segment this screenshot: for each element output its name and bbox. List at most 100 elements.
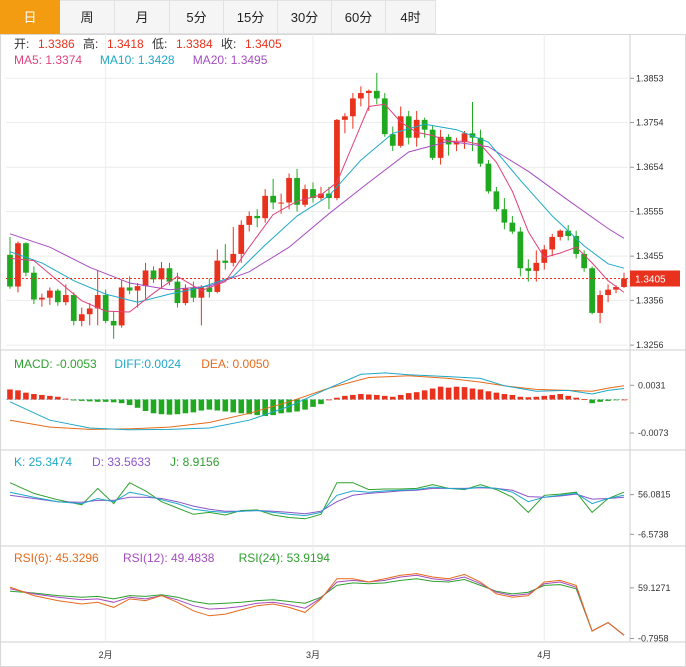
candle	[373, 72, 380, 105]
candle-body	[310, 189, 316, 199]
candle	[525, 259, 532, 282]
candle	[621, 272, 627, 288]
candle	[230, 227, 237, 267]
candle	[222, 244, 229, 270]
kdj-tick-label: 56.0815	[638, 490, 671, 500]
candle	[334, 118, 340, 201]
macd-bar	[342, 395, 348, 400]
tab-4[interactable]: 5分	[170, 0, 224, 34]
candle-body	[461, 133, 468, 143]
candle	[70, 292, 77, 326]
candle-body	[549, 236, 556, 250]
macd-bar	[302, 399, 308, 410]
candle-body	[246, 215, 253, 225]
candle-body	[15, 243, 21, 287]
candle	[302, 184, 308, 207]
kdj-legend-item: D: 33.5633	[92, 455, 151, 469]
candle	[485, 160, 492, 194]
macd-bar	[118, 399, 125, 404]
price-tick-label: 1.3754	[636, 118, 664, 128]
candle-body	[453, 142, 460, 145]
tab-2[interactable]: 周	[60, 0, 115, 34]
rsi12-line	[9, 574, 625, 636]
candle-body	[477, 137, 484, 164]
macd-bar	[445, 387, 452, 400]
ma5-line	[9, 103, 625, 313]
candle	[581, 250, 588, 272]
candle	[254, 209, 261, 228]
candle-body	[23, 243, 29, 273]
tab-1[interactable]: 日	[0, 0, 60, 34]
candle-body	[158, 268, 165, 280]
candle	[270, 178, 277, 210]
macd-bar	[7, 389, 13, 400]
candle-body	[262, 195, 269, 219]
price-tick-label: 1.3555	[636, 206, 664, 216]
candle	[102, 289, 109, 324]
candle-body	[557, 230, 564, 237]
ma20-line	[9, 140, 625, 291]
period-tabs: 日周月 5分 15分 30分 60分 4时	[0, 0, 686, 36]
macd-bar	[621, 399, 627, 401]
macd-bar	[366, 394, 372, 400]
candle	[445, 134, 452, 156]
candle-body	[78, 314, 85, 321]
macd-legend-item: DEA: 0.0050	[201, 357, 269, 371]
candle-body	[517, 231, 524, 269]
rsi-tick-label: 59.1271	[638, 583, 671, 593]
macd-bar	[613, 399, 619, 401]
macd-bar	[413, 392, 420, 400]
macd-bar	[55, 396, 61, 400]
macd-bar	[573, 397, 579, 400]
candle	[493, 186, 500, 212]
candle	[150, 266, 157, 283]
macd-bar	[549, 394, 556, 400]
candle	[413, 110, 420, 147]
macd-bar	[126, 399, 133, 406]
candle-body	[294, 177, 300, 205]
macd-bar	[158, 399, 165, 415]
last-price-label: 1.3405	[635, 275, 666, 286]
candle	[214, 249, 221, 294]
candle-body	[413, 119, 420, 138]
tab-6[interactable]: 30分	[278, 0, 332, 34]
candle	[86, 303, 93, 326]
candle	[15, 241, 21, 293]
tab-3[interactable]: 月	[115, 0, 170, 34]
macd-bar	[350, 394, 356, 400]
macd-bar	[198, 399, 205, 411]
macd-bar	[477, 389, 484, 400]
candle-body	[334, 119, 340, 199]
price-legend: 开: 1.3386 高: 1.3418 低: 1.3384 收: 1.3405 MA5: 1.3…	[14, 36, 282, 67]
candle-body	[373, 90, 380, 99]
rsi-legend-item: RSI(12): 49.4838	[123, 551, 215, 565]
macd-bar	[166, 399, 173, 415]
candle	[286, 173, 292, 210]
macd-bar	[358, 394, 364, 400]
macd-bar	[421, 390, 428, 400]
candle-body	[134, 286, 141, 291]
macd-bar	[78, 399, 85, 401]
macd-bar	[525, 397, 532, 400]
candle	[453, 137, 460, 152]
macd-tick-label: -0.0073	[638, 428, 669, 438]
candle	[477, 129, 484, 167]
candle-body	[357, 93, 364, 99]
tab-5[interactable]: 15分	[224, 0, 278, 34]
macd-bar	[262, 399, 268, 417]
candle-body	[389, 134, 396, 146]
macd-bar	[429, 388, 436, 400]
tab-8[interactable]: 4时	[386, 0, 436, 34]
tab-7[interactable]: 60分	[332, 0, 386, 34]
macd-bar	[31, 394, 37, 400]
candle-body	[493, 191, 500, 210]
ohlc-value: 1.3418	[107, 37, 144, 51]
k-line	[9, 486, 625, 517]
macd-bar	[190, 399, 197, 413]
candle	[381, 93, 388, 137]
candle-body	[429, 129, 436, 158]
macd-bar	[517, 396, 524, 400]
candle-body	[142, 270, 149, 287]
macd-bar	[405, 393, 412, 400]
macd-bar	[142, 399, 149, 411]
